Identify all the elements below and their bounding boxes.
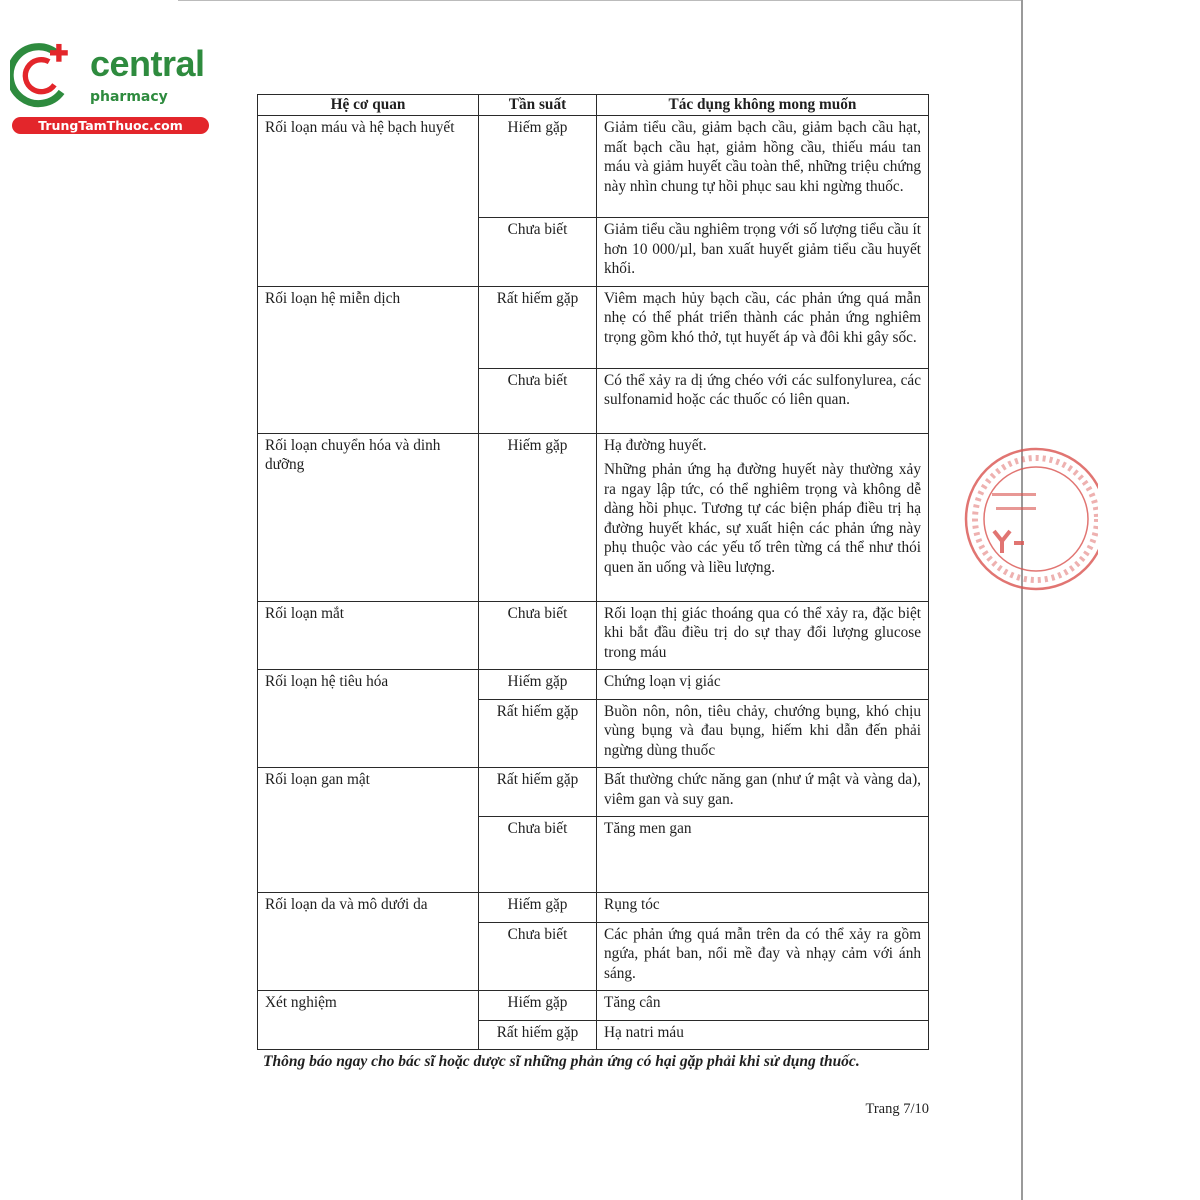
effect-text: Những phản ứng hạ đường huyết này thường…	[604, 461, 921, 576]
effect-text: Hạ natri máu	[604, 1023, 684, 1041]
effect-text: Bất thường chức năng gan (như ứ mật và v…	[604, 771, 921, 808]
effect-text: Có thể xảy ra dị ứng chéo với các sulfon…	[604, 371, 921, 409]
organ-system-cell: Rối loạn da và mô dưới da	[257, 892, 479, 991]
frequency-cell: Hiếm gặp	[478, 115, 597, 218]
effect-text: Viêm mạch hủy bạch cầu, các phản ứng quá…	[604, 289, 921, 346]
effects-cell: Có thể xảy ra dị ứng chéo với các sulfon…	[596, 367, 929, 434]
document-content: Hệ cơ quan Tần suất Tác dụng không mong …	[257, 94, 929, 1118]
effects-cell: Rụng tóc	[596, 892, 929, 923]
scan-edge-right	[1021, 0, 1023, 1200]
effect-text: Tăng men gan	[604, 820, 692, 837]
company-stamp	[964, 447, 1098, 591]
effects-cell: Buồn nôn, nôn, tiêu chảy, chướng bụng, k…	[596, 698, 929, 768]
table-row: Xét nghiệm Hiếm gặp Tăng cân	[257, 990, 929, 1050]
organ-system-cell: Rối loạn hệ tiêu hóa	[257, 669, 479, 768]
table-row: Rất hiếm gặp Buồn nôn, nôn, tiêu chảy, ch…	[258, 698, 929, 768]
logo-c-cross-icon	[10, 43, 68, 108]
effects-cell: Hạ đường huyết. Những phản ứng hạ đường h…	[596, 432, 929, 602]
logo-url: TrungTamThuoc.com	[12, 117, 209, 134]
effects-cell: Giảm tiểu cầu, giảm bạch cầu, giảm bạch …	[596, 115, 929, 218]
table-row: Rối loạn hệ miễn dịch Rất hiếm gặp Viêm mạ…	[257, 285, 929, 434]
frequency-cell: Rất hiếm gặp	[478, 698, 597, 768]
frequency-cell: Chưa biết	[478, 816, 597, 893]
table-row: Rối loạn máu và hệ bạch huyết Hiếm gặp Giả…	[257, 115, 929, 287]
frequency-cell: Chưa biết	[478, 921, 597, 991]
effects-cell: Tăng cân	[596, 990, 929, 1021]
effect-text: Rối loạn thị giác thoáng qua có thể xảy …	[604, 604, 921, 661]
effects-cell: Viêm mạch hủy bạch cầu, các phản ứng quá…	[596, 285, 929, 369]
effect-text: Các phản ứng quá mẫn trên da có thể xảy …	[604, 925, 921, 982]
scan-edge-top	[178, 0, 1023, 1]
table-row: Rối loạn chuyển hóa và dinh dưỡng Hiếm gặ…	[257, 432, 929, 602]
effect-text: Buồn nôn, nôn, tiêu chảy, chướng bụng, k…	[604, 702, 921, 759]
table-row: Chưa biết Có thể xảy ra dị ứng chéo với c…	[258, 367, 929, 434]
frequency-cell: Hiếm gặp	[478, 892, 597, 923]
effects-cell: Bất thường chức năng gan (như ứ mật và v…	[596, 767, 929, 817]
frequency-cell: Hiếm gặp	[478, 990, 597, 1021]
effects-cell: Hạ natri máu	[596, 1019, 929, 1050]
header-frequency: Tần suất	[478, 94, 597, 116]
header-organ: Hệ cơ quan	[257, 94, 479, 116]
frequency-cell: Hiếm gặp	[478, 432, 597, 602]
effect-text: Rụng tóc	[604, 896, 660, 913]
frequency-cell: Hiếm gặp	[478, 669, 597, 700]
effect-text: Hạ đường huyết.	[604, 436, 707, 454]
frequency-cell: Chưa biết	[478, 217, 597, 287]
page-number: Trang 7/10	[865, 1101, 929, 1117]
effects-cell: Giảm tiểu cầu nghiêm trọng với số lượng …	[596, 217, 929, 287]
frequency-cell: Rất hiếm gặp	[478, 1019, 597, 1050]
organ-system-cell: Rối loạn gan mật	[257, 767, 479, 893]
table-row: Rối loạn hệ tiêu hóa Hiếm gặp Chứng loạn v…	[257, 669, 929, 768]
table-row: Rất hiếm gặp Hạ natri máu	[258, 1019, 929, 1050]
effect-text: Chứng loạn vị giác	[604, 673, 721, 690]
effects-cell: Các phản ứng quá mẫn trên da có thể xảy …	[596, 921, 929, 991]
table-row: Rối loạn mắt Chưa biết Rối loạn thị giác t…	[257, 600, 929, 670]
frequency-cell: Rất hiếm gặp	[478, 285, 597, 369]
table-row: Chưa biết Các phản ứng quá mẫn trên da có…	[258, 921, 929, 991]
effect-text: Giảm tiểu cầu nghiêm trọng với số lượng …	[604, 221, 921, 277]
table-header-row: Hệ cơ quan Tần suất Tác dụng không mong …	[257, 94, 929, 116]
frequency-cell: Rất hiếm gặp	[478, 767, 597, 817]
table-row: Rối loạn gan mật Rất hiếm gặp Bất thường c…	[257, 767, 929, 893]
organ-system-cell: Rối loạn mắt	[257, 600, 479, 670]
table-row: Chưa biết Giảm tiểu cầu nghiêm trọng với …	[258, 217, 929, 287]
organ-system-cell: Rối loạn hệ miễn dịch	[257, 285, 479, 434]
adverse-effects-table: Hệ cơ quan Tần suất Tác dụng không mong …	[257, 94, 929, 1050]
logo-word: central	[90, 43, 205, 84]
effects-cell: Chứng loạn vị giác	[596, 669, 929, 700]
table-row: Chưa biết Tăng men gan	[258, 816, 929, 893]
central-pharmacy-logo: central pharmacy TrungTamThuoc.com	[10, 38, 215, 138]
effect-text: Tăng cân	[604, 994, 661, 1011]
report-notice: Thông báo ngay cho bác sĩ hoặc dược sĩ n…	[263, 1053, 860, 1070]
organ-system-cell: Xét nghiệm	[257, 990, 479, 1050]
effect-text: Giảm tiểu cầu, giảm bạch cầu, giảm bạch …	[604, 119, 921, 195]
organ-system-cell: Rối loạn máu và hệ bạch huyết	[257, 115, 479, 287]
frequency-cell: Chưa biết	[478, 367, 597, 434]
effects-cell: Rối loạn thị giác thoáng qua có thể xảy …	[596, 600, 929, 670]
logo-sub: pharmacy	[90, 89, 168, 105]
header-effects: Tác dụng không mong muốn	[596, 94, 929, 116]
organ-system-cell: Rối loạn chuyển hóa và dinh dưỡng	[257, 432, 479, 602]
effects-cell: Tăng men gan	[596, 816, 929, 893]
table-row: Rối loạn da và mô dưới da Hiếm gặp Rụng tó…	[257, 892, 929, 991]
frequency-cell: Chưa biết	[478, 600, 597, 670]
